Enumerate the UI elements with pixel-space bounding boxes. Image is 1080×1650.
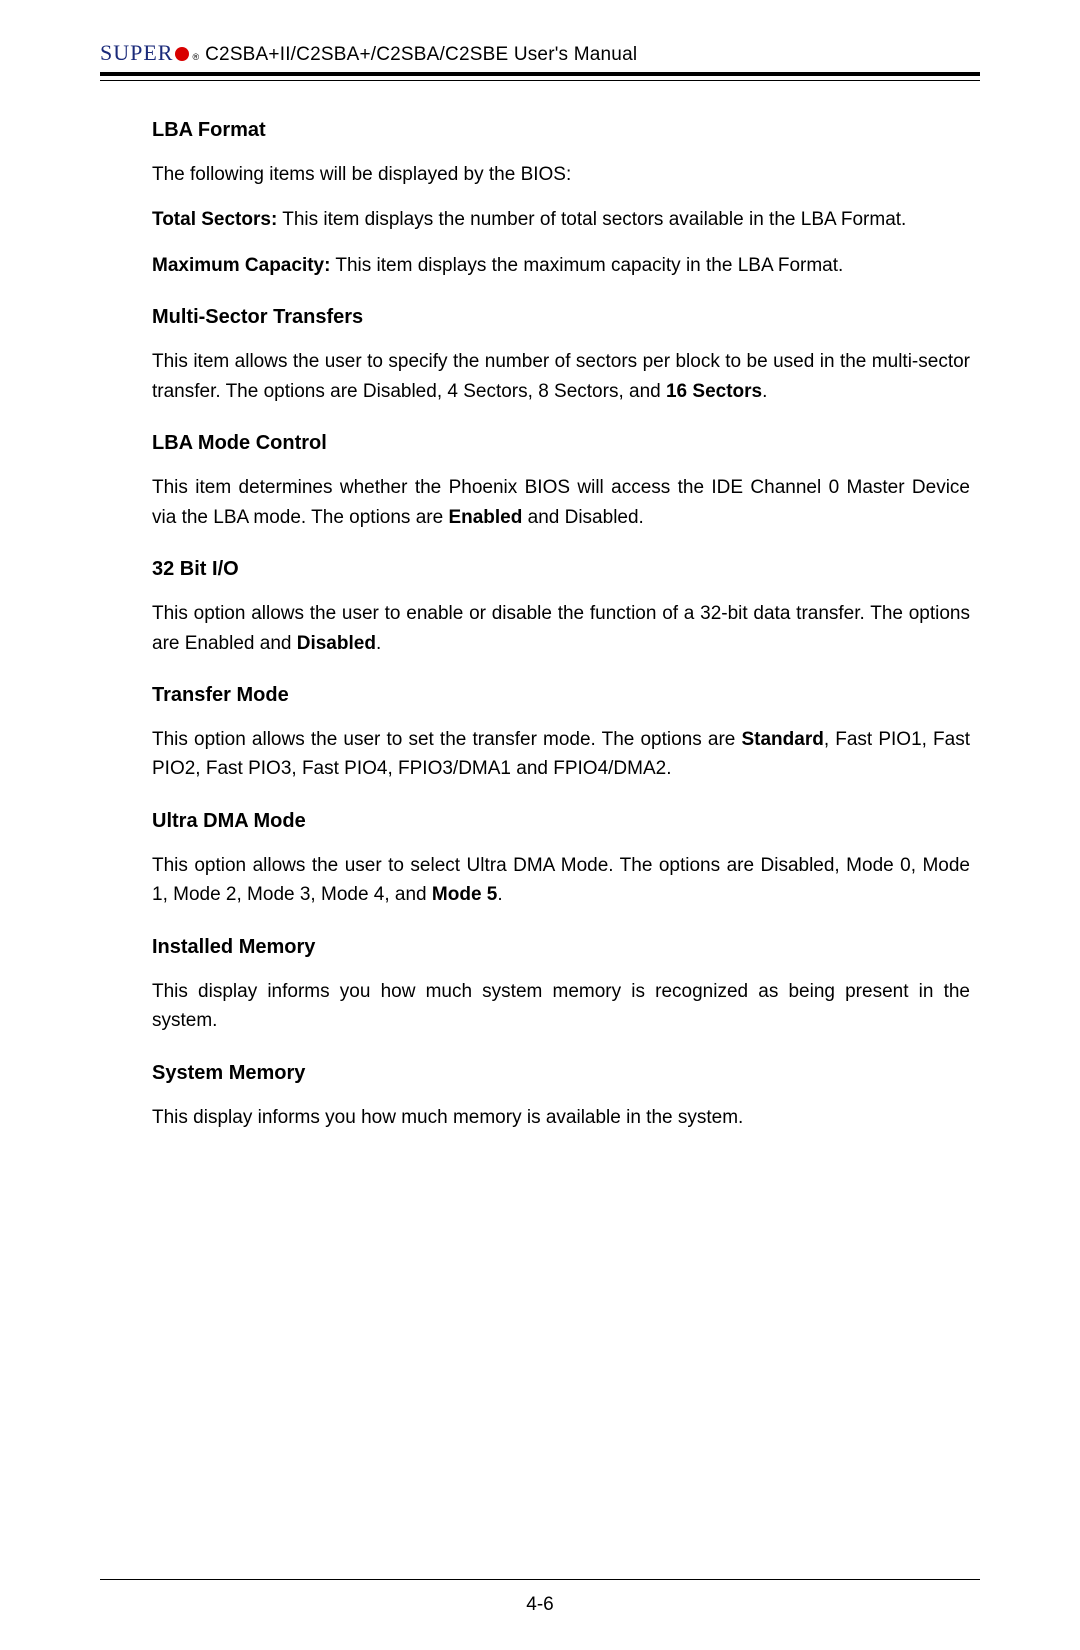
page-header: SUPER ® C2SBA+II/C2SBA+/C2SBA/C2SBE User'…: [100, 40, 980, 66]
heading-lba-format: LBA Format: [152, 115, 970, 146]
heading-32bit: 32 Bit I/O: [152, 554, 970, 585]
bit32-bold: Disabled: [297, 633, 376, 654]
header-divider: [100, 72, 980, 81]
heading-multi-sector: Multi-Sector Transfers: [152, 302, 970, 333]
logo-dot-icon: [175, 47, 189, 61]
installed-memory-text: This display informs you how much system…: [152, 977, 970, 1036]
total-sectors-label: Total Sectors:: [152, 209, 277, 230]
heading-installed-memory: Installed Memory: [152, 932, 970, 963]
heading-lba-mode: LBA Mode Control: [152, 428, 970, 459]
heading-ultra-dma: Ultra DMA Mode: [152, 806, 970, 837]
max-capacity-label: Maximum Capacity:: [152, 255, 330, 276]
transfer-mode-pre: This option allows the user to set the t…: [152, 729, 741, 750]
lba-format-intro: The following items will be displayed by…: [152, 160, 970, 189]
lba-mode-paragraph: This item determines whether the Phoenix…: [152, 473, 970, 532]
ultra-dma-post: .: [497, 884, 502, 905]
heading-system-memory: System Memory: [152, 1058, 970, 1089]
multi-sector-pre: This item allows the user to specify the…: [152, 351, 970, 401]
manual-page: SUPER ® C2SBA+II/C2SBA+/C2SBA/C2SBE User'…: [0, 0, 1080, 1650]
footer-divider: [100, 1579, 980, 1580]
ultra-dma-pre: This option allows the user to select Ul…: [152, 855, 970, 905]
max-capacity-paragraph: Maximum Capacity: This item displays the…: [152, 251, 970, 280]
max-capacity-text: This item displays the maximum capacity …: [330, 255, 843, 276]
total-sectors-paragraph: Total Sectors: This item displays the nu…: [152, 205, 970, 234]
bit32-post: .: [376, 633, 381, 654]
transfer-mode-paragraph: This option allows the user to set the t…: [152, 725, 970, 784]
manual-title: C2SBA+II/C2SBA+/C2SBA/C2SBE User's Manua…: [205, 44, 637, 66]
transfer-mode-bold: Standard: [741, 729, 823, 750]
ultra-dma-bold: Mode 5: [432, 884, 497, 905]
multi-sector-bold: 16 Sectors: [666, 381, 762, 402]
lba-mode-post: and Disabled.: [522, 507, 643, 528]
total-sectors-text: This item displays the number of total s…: [277, 209, 906, 230]
lba-mode-bold: Enabled: [448, 507, 522, 528]
multi-sector-paragraph: This item allows the user to specify the…: [152, 347, 970, 406]
logo-text: SUPER: [100, 40, 173, 66]
bit32-paragraph: This option allows the user to enable or…: [152, 599, 970, 658]
bit32-pre: This option allows the user to enable or…: [152, 603, 970, 653]
ultra-dma-paragraph: This option allows the user to select Ul…: [152, 851, 970, 910]
multi-sector-post: .: [762, 381, 767, 402]
registered-mark: ®: [192, 52, 199, 62]
heading-transfer-mode: Transfer Mode: [152, 680, 970, 711]
page-content: LBA Format The following items will be d…: [100, 115, 980, 1132]
page-number: 4-6: [0, 1594, 1080, 1616]
system-memory-text: This display informs you how much memory…: [152, 1103, 970, 1132]
